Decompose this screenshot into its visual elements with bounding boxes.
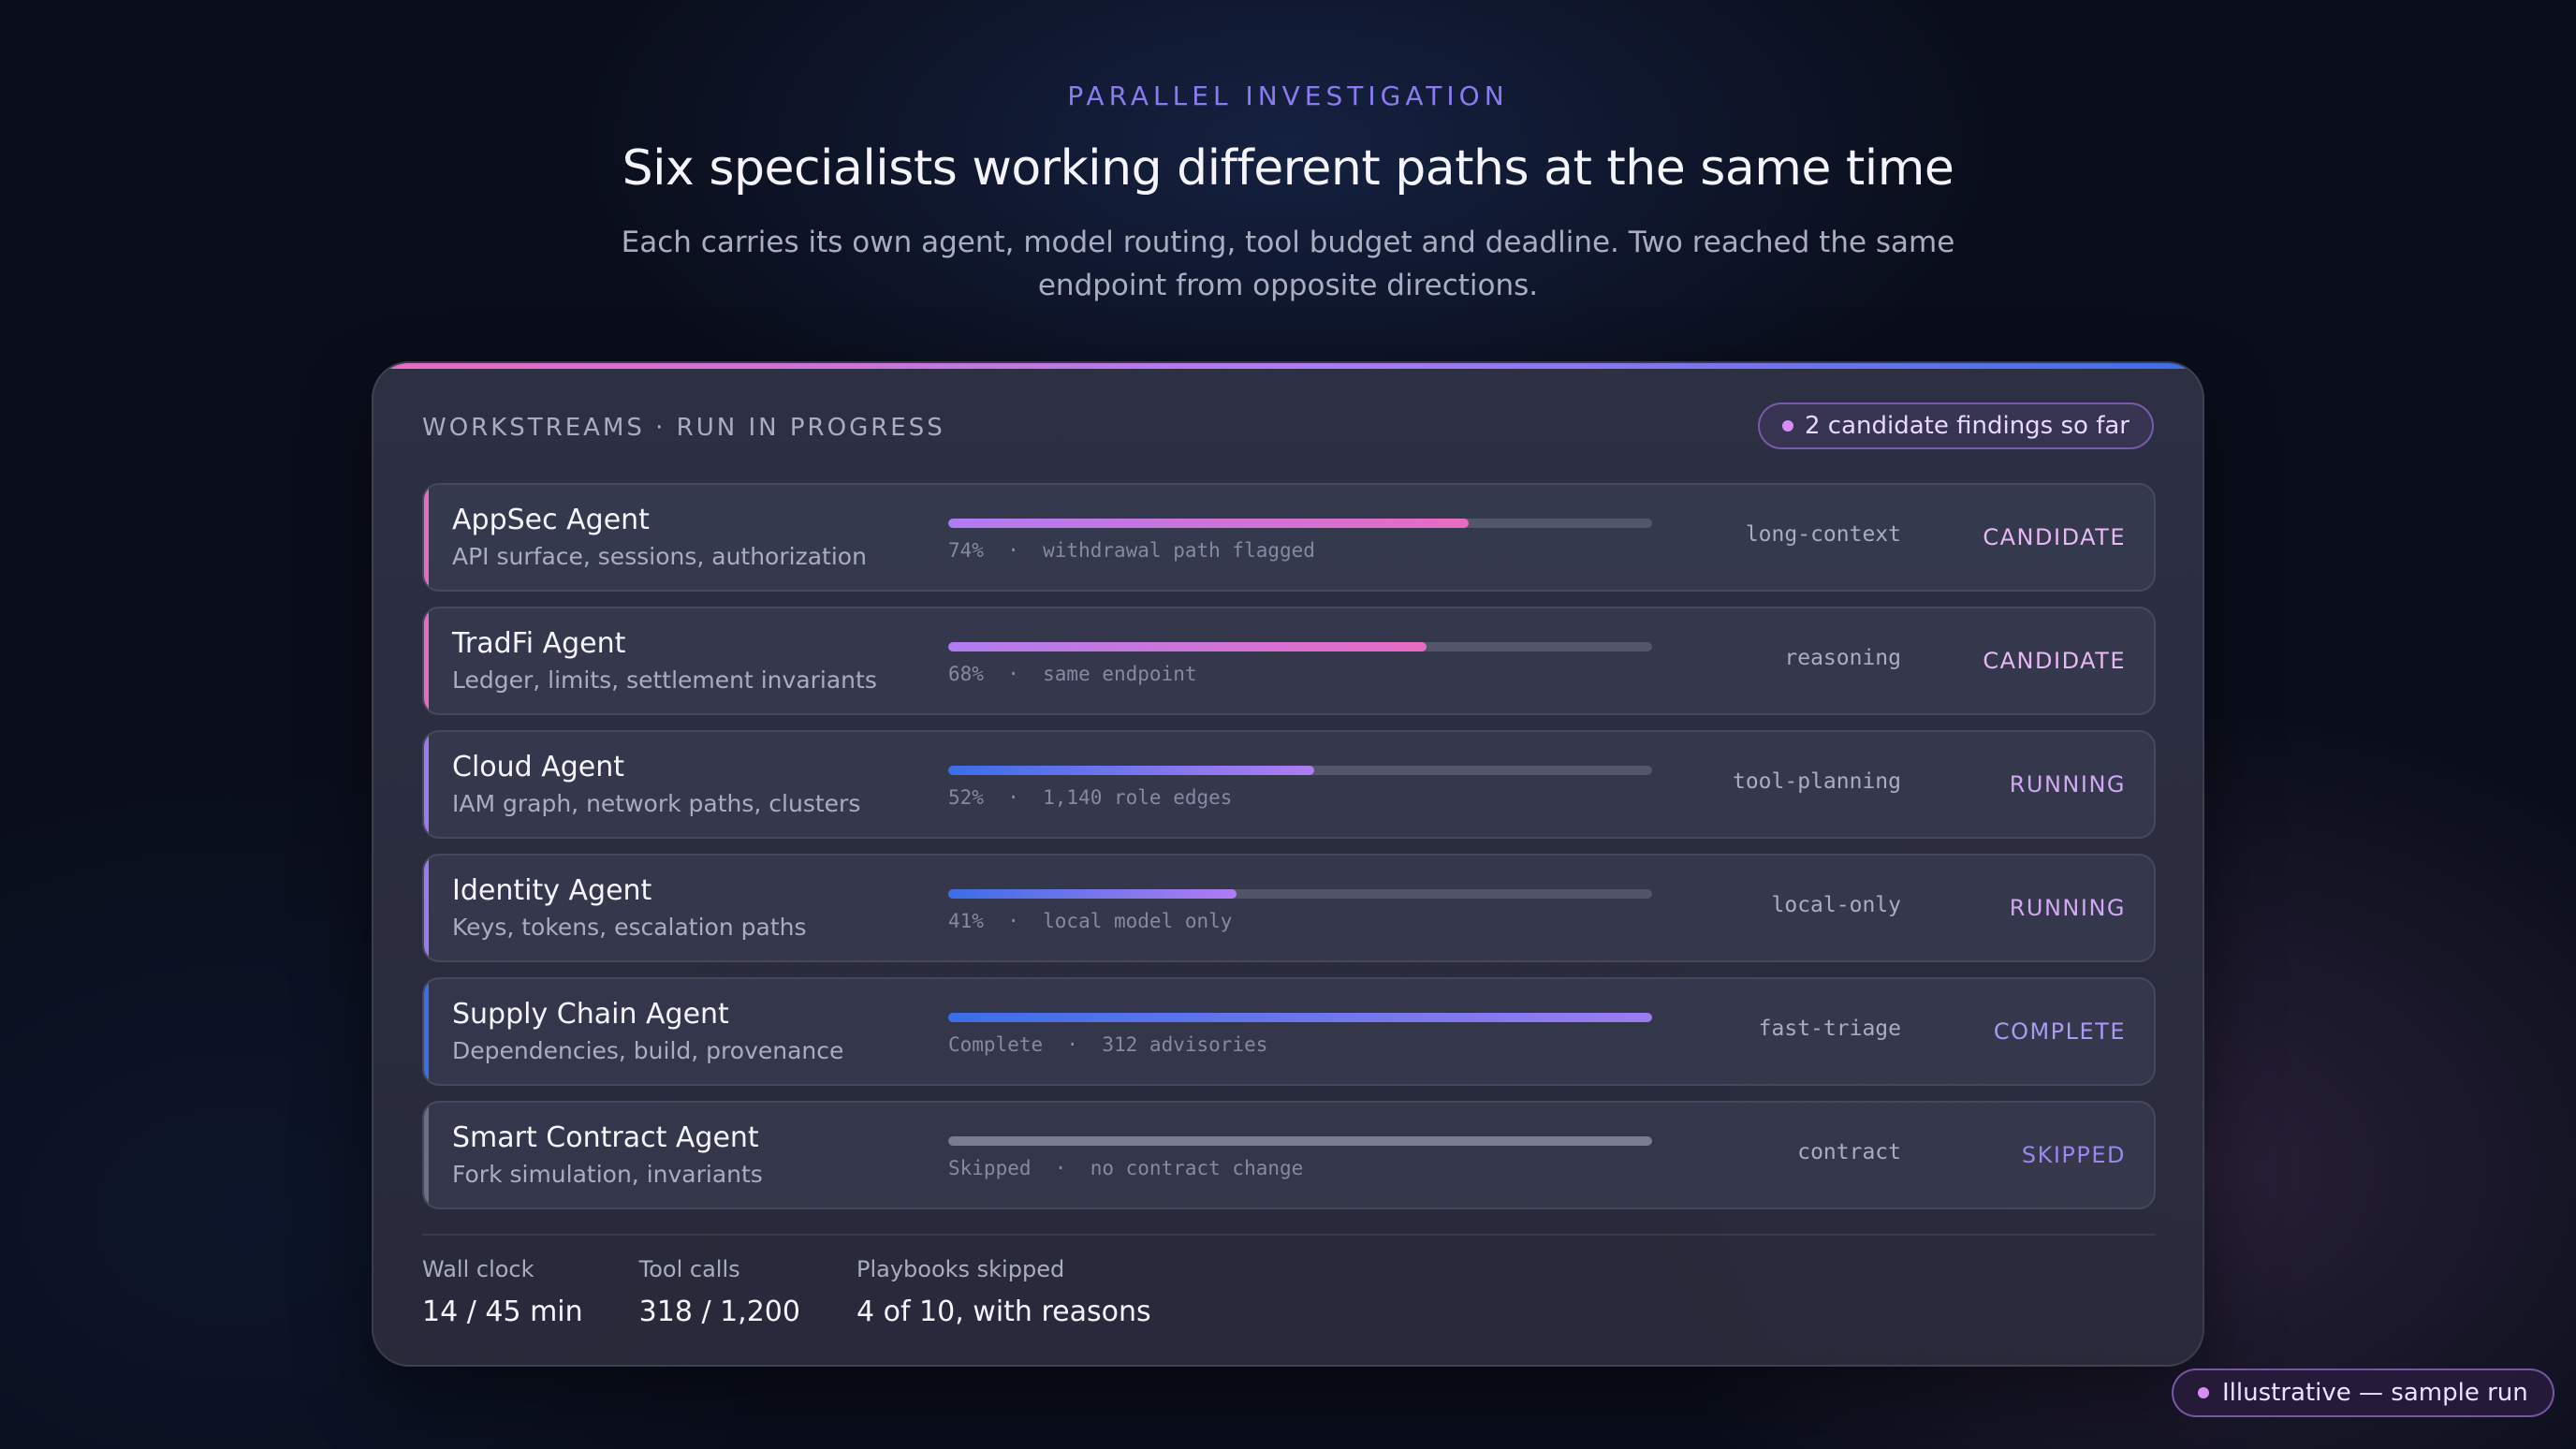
agent-name: Supply Chain Agent bbox=[452, 998, 729, 1031]
page-title: Six specialists working different paths … bbox=[622, 140, 1954, 197]
candidate-findings-badge[interactable]: 2 candidate findings so far bbox=[1757, 402, 2154, 449]
illustrative-sample-text: Illustrative — sample run bbox=[2222, 1379, 2528, 1407]
agent-description: Ledger, limits, settlement invariants bbox=[452, 666, 877, 694]
row-accent-bar bbox=[424, 485, 429, 590]
status-label: RUNNING bbox=[2009, 771, 2126, 798]
model-routing-label: long-context bbox=[1745, 522, 1901, 547]
status-label: CANDIDATE bbox=[1983, 648, 2126, 674]
progress-fill bbox=[948, 766, 1315, 775]
progress-track bbox=[948, 1136, 1652, 1146]
progress-fill bbox=[948, 889, 1237, 899]
candidate-findings-text: 2 candidate findings so far bbox=[1804, 412, 2130, 440]
progress-fill bbox=[948, 1013, 1652, 1022]
stat-value: 14 / 45 min bbox=[422, 1295, 583, 1328]
illustrative-sample-badge: Illustrative — sample run bbox=[2172, 1368, 2554, 1417]
agent-name: AppSec Agent bbox=[452, 504, 650, 536]
panel-gradient-bar bbox=[373, 363, 2203, 369]
agent-name: Identity Agent bbox=[452, 874, 652, 907]
status-dot-icon bbox=[1781, 420, 1793, 432]
progress-fill bbox=[948, 642, 1427, 651]
agent-description: Keys, tokens, escalation paths bbox=[452, 914, 807, 941]
progress-caption: 68% · same endpoint bbox=[948, 663, 1197, 685]
workstreams-panel: WORKSTREAMS · RUN IN PROGRESS 2 candidat… bbox=[372, 361, 2204, 1367]
stat-item: Wall clock 14 / 45 min bbox=[422, 1256, 583, 1328]
progress-caption: Complete · 312 advisories bbox=[948, 1033, 1268, 1056]
status-label: COMPLETE bbox=[1993, 1018, 2126, 1045]
progress-track bbox=[948, 642, 1652, 651]
model-routing-label: local-only bbox=[1771, 893, 1901, 917]
stat-value: 318 / 1,200 bbox=[638, 1295, 800, 1328]
panel-header-label: WORKSTREAMS · RUN IN PROGRESS bbox=[422, 414, 945, 442]
stats-divider bbox=[422, 1234, 2156, 1236]
status-label: SKIPPED bbox=[2021, 1142, 2126, 1168]
page-subtitle: Each carries its own agent, model routin… bbox=[621, 226, 1955, 302]
progress-fill bbox=[948, 1136, 1652, 1146]
progress-caption: 52% · 1,140 role edges bbox=[948, 786, 1233, 809]
row-accent-bar bbox=[424, 856, 429, 960]
stat-item: Tool calls 318 / 1,200 bbox=[639, 1256, 800, 1328]
progress-fill bbox=[948, 519, 1470, 528]
row-accent-bar bbox=[424, 1103, 429, 1208]
workstream-row[interactable]: Cloud Agent IAM graph, network paths, clu… bbox=[422, 730, 2156, 839]
stat-label: Playbooks skipped bbox=[856, 1256, 1065, 1282]
progress-caption: 74% · withdrawal path flagged bbox=[948, 539, 1315, 562]
progress-caption: 41% · local model only bbox=[948, 910, 1233, 932]
row-accent-bar bbox=[424, 732, 429, 837]
stat-item: Playbooks skipped 4 of 10, with reasons bbox=[856, 1256, 1151, 1328]
stat-label: Tool calls bbox=[638, 1256, 740, 1282]
workstream-row[interactable]: TradFi Agent Ledger, limits, settlement i… bbox=[422, 607, 2156, 715]
progress-caption: Skipped · no contract change bbox=[948, 1157, 1304, 1179]
agent-name: Cloud Agent bbox=[452, 751, 625, 783]
stat-label: Wall clock bbox=[422, 1256, 534, 1282]
agent-description: IAM graph, network paths, clusters bbox=[452, 790, 861, 817]
workstream-row[interactable]: Supply Chain Agent Dependencies, build, p… bbox=[422, 977, 2156, 1086]
agent-name: TradFi Agent bbox=[452, 627, 626, 660]
progress-track bbox=[948, 889, 1652, 899]
row-accent-bar bbox=[424, 979, 429, 1084]
status-label: RUNNING bbox=[2009, 895, 2126, 921]
workstream-list: AppSec Agent API surface, sessions, autho… bbox=[422, 483, 2156, 1224]
workstream-row[interactable]: AppSec Agent API surface, sessions, autho… bbox=[422, 483, 2156, 592]
stat-value: 4 of 10, with reasons bbox=[856, 1295, 1151, 1328]
eyebrow-label: PARALLEL INVESTIGATION bbox=[1067, 80, 1509, 111]
model-routing-label: reasoning bbox=[1784, 646, 1901, 670]
model-routing-label: fast-triage bbox=[1758, 1017, 1901, 1041]
progress-track bbox=[948, 1013, 1652, 1022]
agent-description: Dependencies, build, provenance bbox=[452, 1037, 844, 1064]
status-label: CANDIDATE bbox=[1983, 524, 2126, 550]
run-stats: Wall clock 14 / 45 min Tool calls 318 / 1,2… bbox=[422, 1256, 1151, 1328]
status-dot-icon bbox=[2198, 1387, 2209, 1398]
model-routing-label: tool-planning bbox=[1732, 769, 1901, 794]
workstream-row[interactable]: Smart Contract Agent Fork simulation, inv… bbox=[422, 1101, 2156, 1209]
workstream-row[interactable]: Identity Agent Keys, tokens, escalation p… bbox=[422, 854, 2156, 962]
row-accent-bar bbox=[424, 608, 429, 713]
progress-track bbox=[948, 519, 1652, 528]
agent-description: API surface, sessions, authorization bbox=[452, 543, 867, 570]
agent-description: Fork simulation, invariants bbox=[452, 1161, 763, 1188]
model-routing-label: contract bbox=[1797, 1140, 1901, 1164]
agent-name: Smart Contract Agent bbox=[452, 1121, 759, 1154]
progress-track bbox=[948, 766, 1652, 775]
